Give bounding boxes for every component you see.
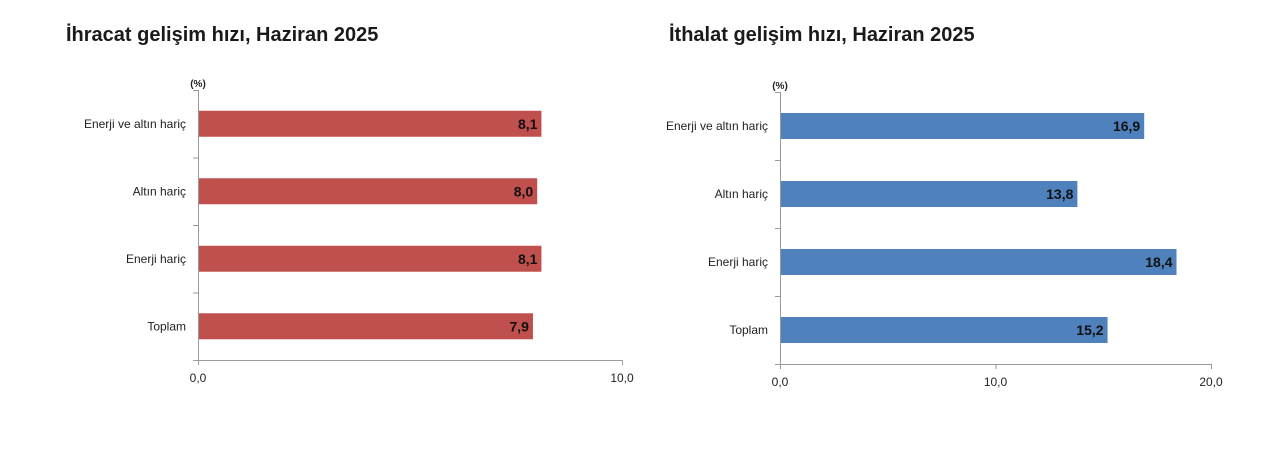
- import-x-tick-label: 20,0: [1199, 375, 1223, 389]
- import-bar: [781, 317, 1108, 343]
- export-data-label: 8,1: [518, 251, 538, 267]
- import-data-label: 13,8: [1046, 186, 1073, 202]
- export-category-label: Enerji ve altın hariç: [84, 117, 186, 131]
- export-data-label: 8,0: [514, 183, 534, 199]
- import-category-label: Enerji ve altın hariç: [666, 119, 768, 133]
- export-chart-title: İhracat gelişim hızı, Haziran 2025: [66, 24, 379, 46]
- export-category-label: Toplam: [147, 319, 186, 333]
- export-bar-chart: (%) 0,0 10,0 Enerji ve altın hariç 8,1 Altın …: [84, 79, 634, 385]
- export-bar: [199, 110, 542, 137]
- export-bar: [199, 178, 538, 205]
- import-bar: [781, 113, 1145, 139]
- import-bar: [781, 181, 1078, 207]
- export-bar: [199, 245, 542, 272]
- export-x-tick-label: 0,0: [190, 371, 207, 385]
- import-category-label: Enerji hariç: [708, 255, 768, 269]
- import-unit-label: (%): [772, 81, 788, 92]
- export-data-label: 8,1: [518, 116, 538, 132]
- export-category-label: Enerji hariç: [126, 252, 186, 266]
- export-data-label: 7,9: [509, 318, 529, 334]
- import-chart-title: İthalat gelişim hızı, Haziran 2025: [669, 24, 975, 46]
- import-x-tick-label: 0,0: [772, 375, 789, 389]
- export-bar: [199, 313, 533, 340]
- import-data-label: 15,2: [1076, 322, 1103, 338]
- export-category-label: Altın hariç: [133, 184, 186, 198]
- import-bar: [781, 249, 1177, 275]
- export-unit-label: (%): [190, 79, 206, 90]
- import-data-label: 16,9: [1113, 118, 1140, 134]
- import-x-tick-label: 10,0: [984, 375, 1008, 389]
- import-data-label: 18,4: [1145, 254, 1172, 270]
- export-x-tick-label: 10,0: [610, 371, 634, 385]
- import-category-label: Toplam: [729, 323, 768, 337]
- import-category-label: Altın hariç: [715, 187, 768, 201]
